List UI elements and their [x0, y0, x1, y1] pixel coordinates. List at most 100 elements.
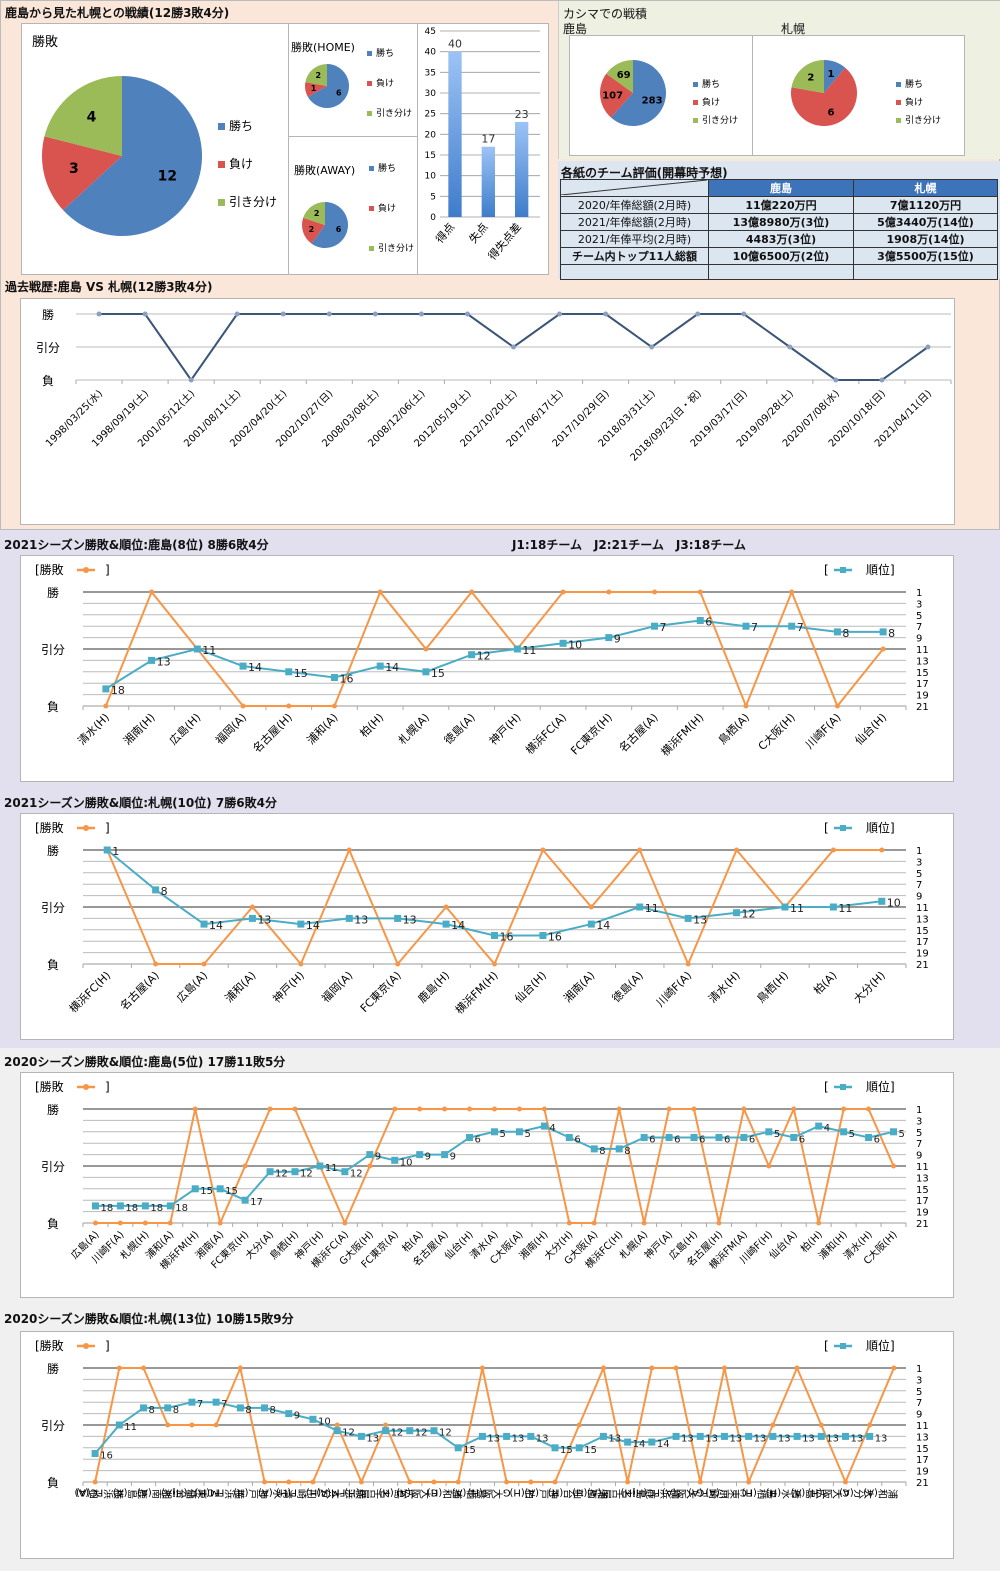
x-tick-label: 仙台(H)	[548, 1487, 585, 1499]
y2-tick-label: 17	[916, 679, 929, 690]
y2-tick-label: 3	[916, 857, 922, 868]
result-point	[734, 847, 740, 853]
pie-data-label: 69	[617, 70, 631, 81]
y-tick-label: 負	[47, 700, 59, 714]
x-tick-label: 鹿島(H)	[620, 1487, 657, 1499]
x-tick-label: 横浜FM(H)	[658, 710, 707, 759]
result-point	[167, 1220, 173, 1226]
result-point	[560, 589, 566, 595]
legend-result-label: [勝敗	[35, 820, 64, 835]
x-tick-label: 清水(H)	[766, 1487, 803, 1499]
result-point	[298, 961, 304, 967]
kashima-label: 鹿島	[563, 22, 588, 36]
x-tick-label: 仙台(H)	[852, 710, 889, 747]
x-tick-label: 鳥栖(H)	[754, 968, 791, 1005]
y2-tick-label: 7	[916, 1398, 922, 1409]
y-tick-label: 20	[425, 130, 437, 140]
pie-data-label: 2	[807, 73, 814, 84]
legend-swatch	[369, 166, 374, 171]
y2-tick-label: 5	[916, 1128, 922, 1139]
result-point	[576, 1422, 582, 1428]
result-point	[455, 1479, 461, 1485]
rank-point	[551, 1444, 559, 1452]
pie-data-label: 1	[828, 69, 835, 80]
y2-tick-label: 11	[916, 903, 929, 914]
rank-data-label: 13	[354, 913, 368, 926]
sapporo-value	[853, 264, 998, 280]
x-tick-label: 川崎F(H)	[276, 1487, 317, 1499]
section-title: 2021シーズン勝敗&順位:札幌(10位) 7勝6敗4分	[4, 796, 277, 810]
rank-data-label: 7	[751, 621, 758, 634]
rank-data-label: 14	[596, 919, 610, 932]
rank-data-label: 10	[568, 638, 582, 651]
rank-data-label: 13	[403, 913, 417, 926]
rank-point	[587, 920, 595, 928]
sapporo-value: 1908万(14位)	[853, 230, 998, 248]
rank-data-label: 13	[826, 1433, 839, 1444]
rank-data-label: 9	[425, 1152, 431, 1163]
rank-data-label: 8	[888, 627, 895, 640]
rank-point	[236, 1404, 244, 1412]
x-tick-label: 柏(H)	[509, 1487, 536, 1499]
rank-data-label: 1	[112, 845, 119, 858]
result-point	[367, 1163, 373, 1169]
rank-point	[291, 1168, 299, 1176]
rank-point	[651, 622, 659, 630]
rank-data-label: 15	[200, 1186, 213, 1197]
rank-data-label: 7	[660, 621, 667, 634]
result-point	[492, 961, 497, 967]
result-point	[392, 1106, 398, 1112]
rank-point	[216, 1185, 224, 1193]
result-point	[743, 703, 749, 709]
legend-rank-label: 順位]	[866, 562, 895, 577]
rank-data-label: 8	[245, 1405, 251, 1416]
result-point	[741, 1106, 747, 1112]
x-tick-label: 清水(H)	[75, 711, 112, 748]
evaluation-row: 2021/年俸平均(2月時) 4483万(3位) 1908万(14位)	[560, 230, 998, 248]
result-point	[383, 1422, 389, 1428]
legend-swatch	[367, 51, 372, 56]
legend-label: 負け	[229, 157, 253, 171]
rank-data-label: 5	[524, 1129, 530, 1140]
pie-slice-draw	[303, 202, 325, 225]
legend-result-label: [勝敗	[35, 562, 64, 577]
rank-point	[382, 1427, 390, 1435]
legend-swatch	[693, 100, 698, 105]
pie-home-box: 勝敗(HOME) 6 1 2 勝ち 負け 引き分け	[288, 23, 418, 137]
result-point	[691, 1106, 697, 1112]
rank-point	[781, 903, 789, 911]
bar-value-label: 40	[448, 38, 462, 51]
y-tick-label: 30	[425, 89, 437, 99]
history-point	[879, 377, 885, 383]
legend-result-marker	[83, 1084, 89, 1090]
bar-value-label: 17	[481, 133, 495, 146]
x-tick-label: 川崎F(A)	[688, 1487, 728, 1499]
rank-point	[212, 1398, 220, 1406]
sapporo-label: 札幌	[781, 22, 806, 36]
pie-slice-draw	[44, 76, 122, 156]
result-point	[528, 1479, 534, 1485]
rank-line	[94, 1401, 870, 1455]
rank-data-label: 5	[500, 1129, 506, 1140]
kashima-value: 11億220万円	[708, 196, 854, 214]
pie-data-label: 107	[602, 90, 623, 101]
result-point	[842, 1479, 848, 1485]
rank-data-label: 13	[681, 1433, 694, 1444]
x-tick-label: 得点	[433, 221, 457, 246]
legend-label: 勝ち	[905, 78, 923, 90]
rank-point	[615, 1145, 623, 1153]
result-point	[666, 1106, 672, 1112]
x-tick-label: 名古屋(A)	[587, 1487, 633, 1499]
rank-point	[515, 1128, 523, 1136]
rank-point	[715, 1134, 723, 1141]
pie-slice-win	[610, 60, 666, 126]
result-point	[92, 1220, 98, 1226]
y2-tick-label: 1	[916, 588, 922, 599]
history-point	[603, 311, 609, 317]
rank-data-label: 6	[874, 1135, 880, 1146]
rank-point	[841, 1432, 849, 1440]
row-label: チーム内トップ11人総額	[560, 247, 709, 265]
rank-data-label: 15	[584, 1445, 597, 1456]
